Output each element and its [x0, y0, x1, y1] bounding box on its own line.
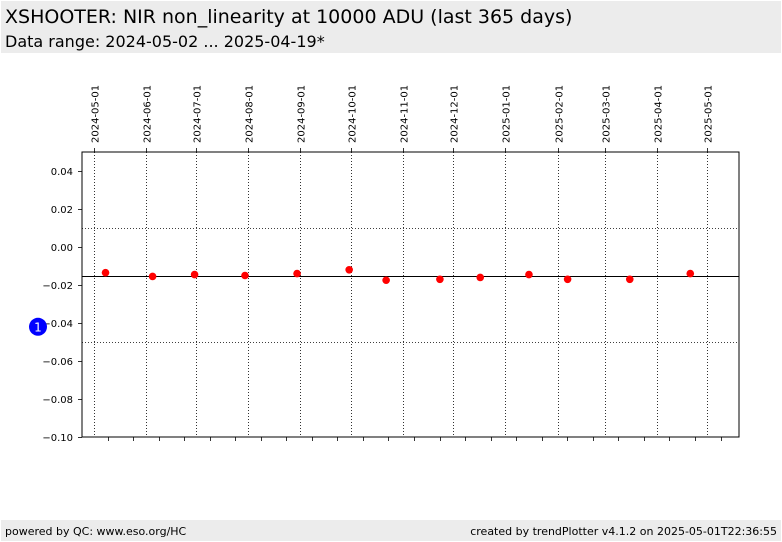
- x-tick-label: 2024-06-01: [143, 85, 154, 143]
- x-tick-label: 2025-02-01: [555, 85, 566, 143]
- x-tick-label: 2025-05-01: [704, 85, 715, 143]
- data-point: [148, 272, 157, 281]
- footer-powered-by: powered by QC: www.eso.org/HC: [5, 525, 187, 538]
- data-point: [563, 275, 572, 284]
- data-point: [345, 266, 353, 274]
- grid-layer: [94, 152, 708, 437]
- header-bar: XSHOOTER: NIR non_linearity at 10000 ADU…: [1, 1, 781, 53]
- reference-lines: [82, 228, 739, 343]
- data-point: [190, 270, 199, 279]
- data-point: [436, 275, 444, 284]
- y-tick-label: −0.06: [42, 357, 73, 368]
- x-tick-label: 2025-01-01: [502, 85, 513, 143]
- x-tick-label: 2024-05-01: [91, 85, 102, 143]
- data-point: [525, 270, 533, 279]
- x-tick-label: 2024-09-01: [297, 85, 308, 143]
- x-tick-label: 2024-12-01: [450, 85, 461, 143]
- x-tick-label: 2024-10-01: [348, 85, 359, 143]
- x-tick-label: 2024-07-01: [193, 85, 204, 143]
- chart-title: XSHOOTER: NIR non_linearity at 10000 ADU…: [5, 6, 573, 28]
- x-tick-label: 2024-08-01: [245, 85, 256, 143]
- footer-created-by: created by trendPlotter v4.1.2 on 2025-0…: [470, 525, 777, 538]
- data-point: [382, 276, 390, 285]
- data-points: [101, 266, 695, 285]
- x-tick-label: 2025-04-01: [654, 85, 665, 143]
- data-point: [241, 271, 249, 280]
- data-point: [293, 269, 301, 278]
- y-tick-label: −0.08: [42, 395, 73, 406]
- y-tick-label: 0.00: [51, 243, 73, 254]
- marker-label: 1: [34, 320, 42, 334]
- x-tick-label: 2024-11-01: [400, 85, 411, 143]
- x-tick-label: 2025-03-01: [602, 85, 613, 143]
- plot-frame: [81, 151, 740, 438]
- y-tick-label: 0.04: [51, 167, 73, 178]
- data-point: [476, 273, 485, 282]
- data-point: [686, 269, 695, 278]
- axis-ticks: 2024-05-01 2024-06-01 2024-07-01 2024-08-01…: [42, 85, 722, 444]
- footer-bar: powered by QC: www.eso.org/HC created by…: [1, 520, 781, 541]
- y-tick-label: −0.04: [42, 319, 73, 330]
- data-point: [625, 275, 634, 284]
- data-range-subtitle: Data range: 2024-05-02 ... 2025-04-19*: [5, 32, 325, 51]
- y-tick-label: 0.02: [51, 205, 73, 216]
- y-tick-label: −0.10: [42, 433, 73, 444]
- point-count-marker: 1: [29, 317, 47, 336]
- marker-circle: [29, 317, 47, 336]
- y-tick-label: −0.02: [42, 281, 73, 292]
- data-point: [101, 268, 110, 277]
